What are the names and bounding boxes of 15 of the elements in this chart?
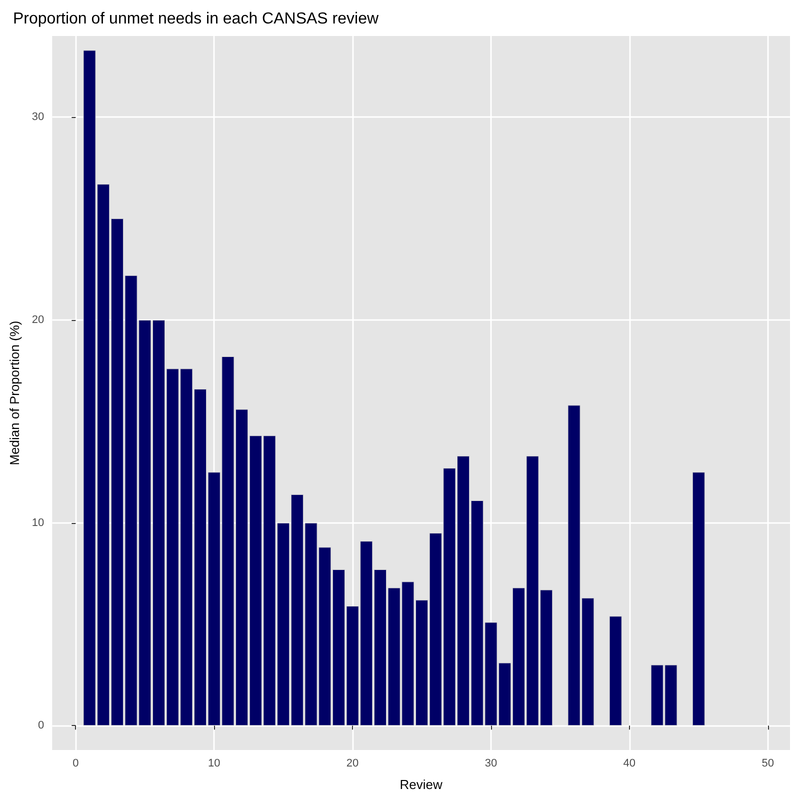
y-tick-label: 0 <box>38 720 44 732</box>
x-tick-label: 40 <box>623 758 636 770</box>
y-axis-title: Median of Proportion (%) <box>7 320 22 466</box>
bar <box>609 616 622 726</box>
x-tick-label: 10 <box>208 758 220 770</box>
chart-title: Proportion of unmet needs in each CANSAS review <box>13 10 379 28</box>
y-tick-label: 20 <box>32 314 44 326</box>
y-tick-label: 30 <box>32 111 44 124</box>
y-tick-label: 10 <box>32 516 44 529</box>
x-axis-title: Review <box>400 777 443 792</box>
x-tick-label: 30 <box>484 758 498 770</box>
x-tick-label: 50 <box>762 758 774 770</box>
x-tick-label: 20 <box>346 758 359 770</box>
bar <box>692 472 705 726</box>
x-tick-label: 0 <box>72 758 79 770</box>
